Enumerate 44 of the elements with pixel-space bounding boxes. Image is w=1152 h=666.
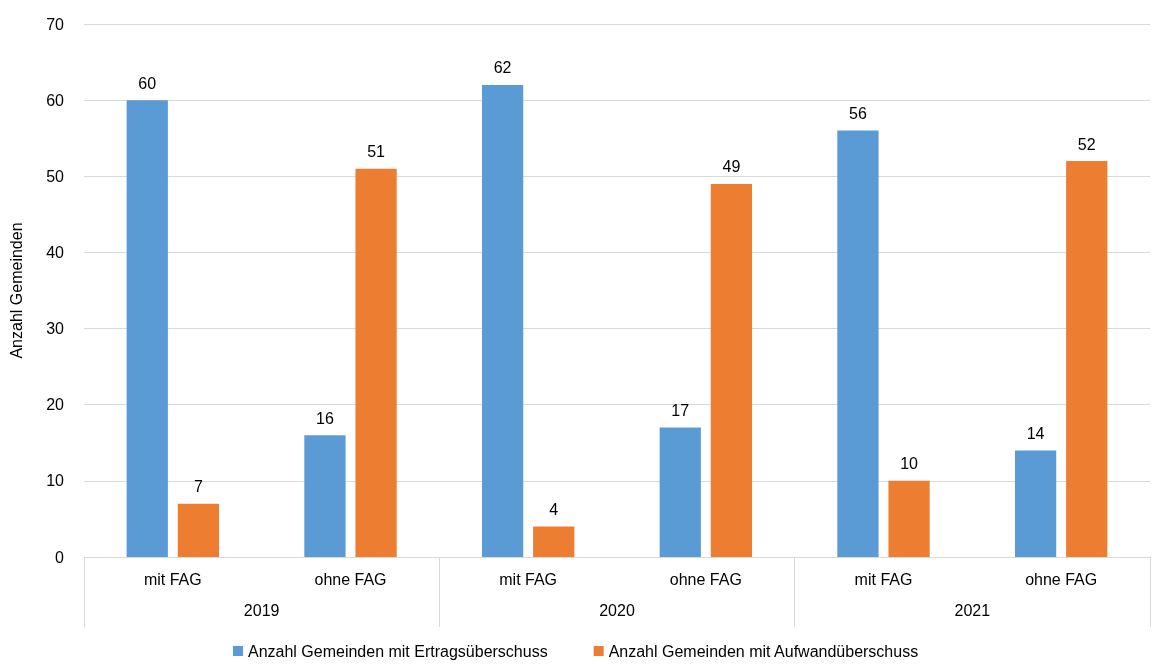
y-tick-label: 70	[46, 15, 65, 33]
bar	[659, 427, 701, 557]
legend-label: Anzahl Gemeinden mit Aufwandüberschuss	[608, 642, 919, 660]
text: 2020	[599, 601, 635, 619]
bar	[533, 526, 575, 557]
y-axis-title: Anzahl Gemeinden	[7, 222, 25, 359]
text: 2021	[954, 601, 991, 619]
y-tick-label: 0	[55, 548, 65, 566]
y-tick-label: 20	[46, 396, 65, 414]
x-tick-label: ohne FAG	[669, 570, 742, 588]
y-tick-label: 50	[46, 167, 65, 185]
y-tick-label: 30	[46, 320, 65, 338]
data-label: 52	[1077, 135, 1096, 153]
x-tick-label: mit FAG	[499, 570, 558, 588]
text: 2019	[243, 601, 280, 619]
data-label: 51	[367, 143, 386, 161]
x-tick-label: mit FAG	[854, 570, 913, 588]
y-tick-label: 60	[46, 91, 65, 109]
bar	[1014, 450, 1057, 557]
bar	[126, 100, 168, 557]
bar	[177, 503, 220, 557]
bar	[481, 84, 524, 557]
x-tick-label: mit FAG	[143, 570, 202, 588]
data-label: 14	[1026, 424, 1045, 442]
data-label: 7	[193, 478, 203, 496]
y-tick-label: 10	[46, 472, 65, 490]
x-tick-label: ohne FAG	[314, 570, 387, 588]
data-label: 17	[671, 402, 690, 420]
bar	[355, 168, 397, 557]
y-tick-label: 40	[46, 243, 65, 261]
data-label: 49	[722, 158, 741, 176]
bar	[888, 480, 930, 557]
bar	[1066, 161, 1108, 557]
data-label: 60	[138, 74, 157, 92]
data-label: 10	[900, 455, 919, 473]
legend-label: Anzahl Gemeinden mit Ertragsüberschuss	[247, 642, 548, 660]
bar	[837, 130, 879, 557]
data-label: 16	[316, 409, 334, 427]
bar	[710, 183, 753, 557]
bar	[304, 435, 346, 557]
x-tick-label: ohne FAG	[1025, 570, 1098, 588]
data-label: 56	[849, 105, 867, 123]
data-label: 62	[493, 59, 512, 77]
data-label: 4	[549, 501, 559, 519]
